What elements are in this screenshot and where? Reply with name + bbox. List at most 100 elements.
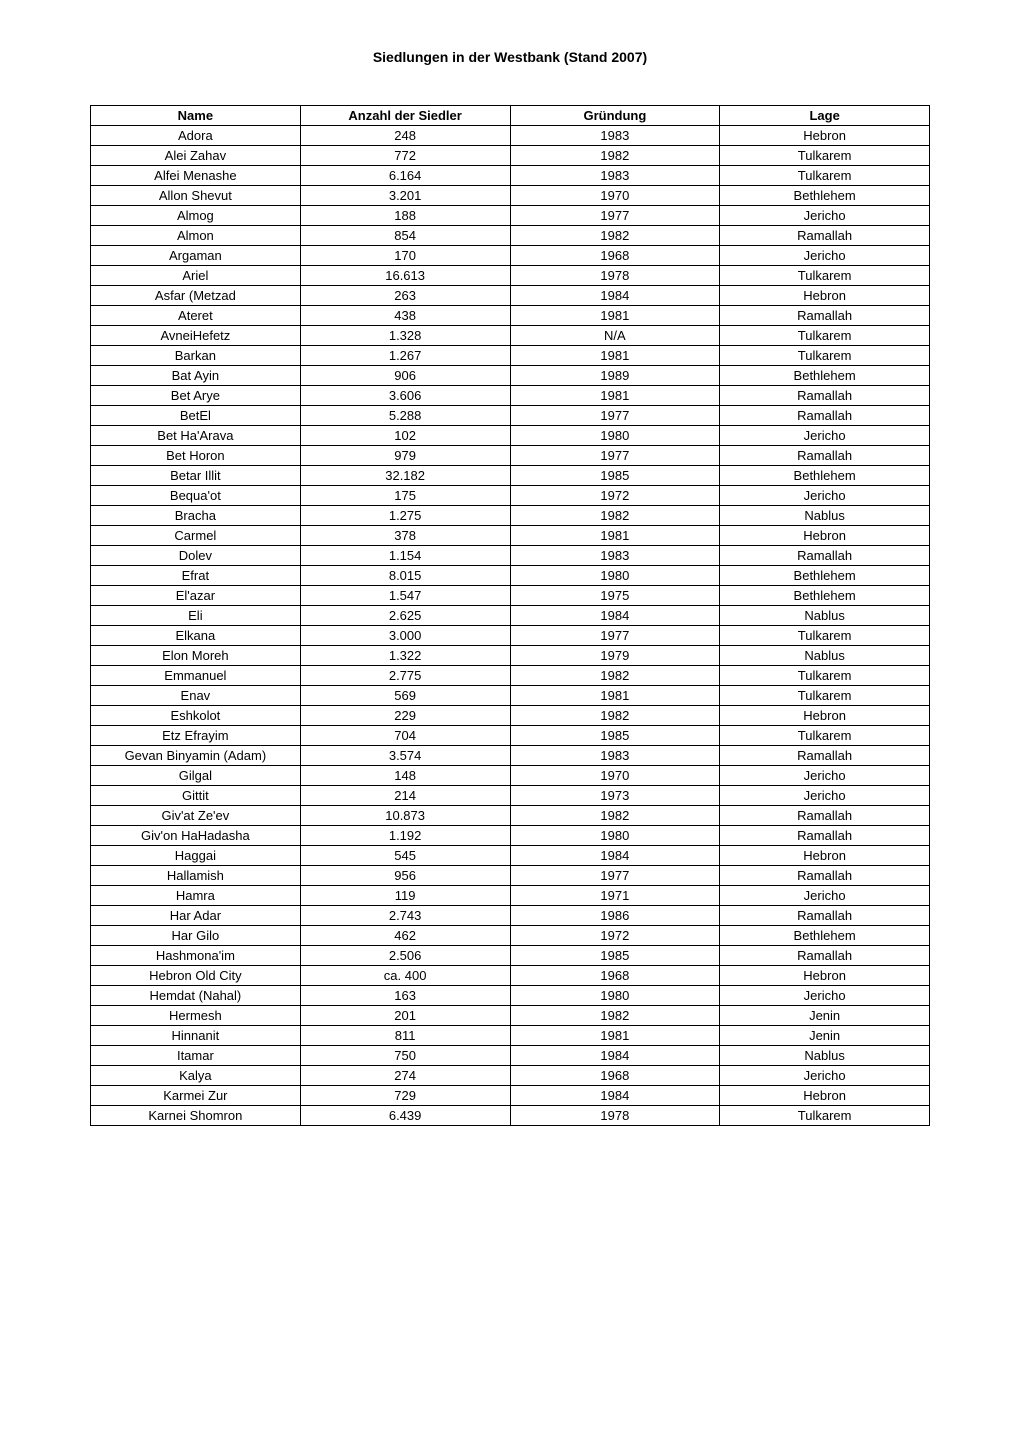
table-cell: Hebron Old City xyxy=(91,966,301,986)
table-cell: Jenin xyxy=(720,1006,930,1026)
table-cell: Bet Arye xyxy=(91,386,301,406)
table-cell: Jericho xyxy=(720,206,930,226)
table-cell: 811 xyxy=(300,1026,510,1046)
table-row: Giv'at Ze'ev10.8731982Ramallah xyxy=(91,806,930,826)
table-row: Efrat8.0151980Bethlehem xyxy=(91,566,930,586)
table-cell: 1989 xyxy=(510,366,720,386)
table-cell: 1981 xyxy=(510,346,720,366)
table-cell: Tulkarem xyxy=(720,1106,930,1126)
table-cell: 1981 xyxy=(510,386,720,406)
table-cell: 1980 xyxy=(510,566,720,586)
table-cell: Ramallah xyxy=(720,826,930,846)
column-header-gruendung: Gründung xyxy=(510,106,720,126)
table-cell: 1.547 xyxy=(300,586,510,606)
table-cell: Hebron xyxy=(720,846,930,866)
table-cell: Karnei Shomron xyxy=(91,1106,301,1126)
table-row: El'azar1.5471975Bethlehem xyxy=(91,586,930,606)
table-cell: Allon Shevut xyxy=(91,186,301,206)
table-row: Enav5691981Tulkarem xyxy=(91,686,930,706)
table-cell: 1968 xyxy=(510,966,720,986)
table-cell: 1977 xyxy=(510,406,720,426)
table-cell: Alfei Menashe xyxy=(91,166,301,186)
table-cell: Itamar xyxy=(91,1046,301,1066)
table-row: Bet Horon9791977Ramallah xyxy=(91,446,930,466)
table-cell: AvneiHefetz xyxy=(91,326,301,346)
table-cell: Kalya xyxy=(91,1066,301,1086)
table-cell: ca. 400 xyxy=(300,966,510,986)
table-cell: Haggai xyxy=(91,846,301,866)
table-cell: 1983 xyxy=(510,166,720,186)
table-cell: 1970 xyxy=(510,766,720,786)
table-row: Almog1881977Jericho xyxy=(91,206,930,226)
table-row: Carmel3781981Hebron xyxy=(91,526,930,546)
table-cell: Tulkarem xyxy=(720,686,930,706)
table-row: Ateret4381981Ramallah xyxy=(91,306,930,326)
table-cell: Hebron xyxy=(720,1086,930,1106)
table-cell: 2.506 xyxy=(300,946,510,966)
table-cell: 16.613 xyxy=(300,266,510,286)
table-row: Ariel16.6131978Tulkarem xyxy=(91,266,930,286)
table-row: Karmei Zur7291984Hebron xyxy=(91,1086,930,1106)
table-row: Emmanuel2.7751982Tulkarem xyxy=(91,666,930,686)
table-cell: Elkana xyxy=(91,626,301,646)
table-cell: 1977 xyxy=(510,626,720,646)
table-row: Hermesh2011982Jenin xyxy=(91,1006,930,1026)
column-header-name: Name xyxy=(91,106,301,126)
table-cell: Hebron xyxy=(720,126,930,146)
table-cell: Karmei Zur xyxy=(91,1086,301,1106)
table-cell: Tulkarem xyxy=(720,326,930,346)
table-cell: 1983 xyxy=(510,126,720,146)
table-cell: 3.606 xyxy=(300,386,510,406)
table-cell: 1.322 xyxy=(300,646,510,666)
table-cell: 1981 xyxy=(510,526,720,546)
table-cell: 229 xyxy=(300,706,510,726)
table-cell: 438 xyxy=(300,306,510,326)
table-cell: 1.154 xyxy=(300,546,510,566)
table-cell: Tulkarem xyxy=(720,146,930,166)
table-cell: Nablus xyxy=(720,506,930,526)
table-cell: 170 xyxy=(300,246,510,266)
table-cell: Tulkarem xyxy=(720,266,930,286)
table-cell: Almog xyxy=(91,206,301,226)
table-cell: Jericho xyxy=(720,986,930,1006)
table-row: Gilgal1481970Jericho xyxy=(91,766,930,786)
table-row: Har Gilo4621972Bethlehem xyxy=(91,926,930,946)
table-cell: 6.439 xyxy=(300,1106,510,1126)
table-cell: Bethlehem xyxy=(720,586,930,606)
table-cell: Har Gilo xyxy=(91,926,301,946)
table-cell: El'azar xyxy=(91,586,301,606)
table-cell: 1968 xyxy=(510,1066,720,1086)
table-cell: Ramallah xyxy=(720,306,930,326)
table-cell: 3.000 xyxy=(300,626,510,646)
page-title: Siedlungen in der Westbank (Stand 2007) xyxy=(90,49,930,65)
table-row: Hinnanit8111981Jenin xyxy=(91,1026,930,1046)
table-row: Kalya2741968Jericho xyxy=(91,1066,930,1086)
table-cell: 1970 xyxy=(510,186,720,206)
table-row: Elkana3.0001977Tulkarem xyxy=(91,626,930,646)
table-cell: Bat Ayin xyxy=(91,366,301,386)
table-cell: Jericho xyxy=(720,786,930,806)
table-cell: 1971 xyxy=(510,886,720,906)
table-cell: Eli xyxy=(91,606,301,626)
table-row: Barkan1.2671981Tulkarem xyxy=(91,346,930,366)
table-cell: 1985 xyxy=(510,726,720,746)
table-cell: Jericho xyxy=(720,426,930,446)
table-cell: 1.267 xyxy=(300,346,510,366)
table-cell: Gittit xyxy=(91,786,301,806)
table-row: Argaman1701968Jericho xyxy=(91,246,930,266)
table-cell: 854 xyxy=(300,226,510,246)
table-cell: 1978 xyxy=(510,1106,720,1126)
table-cell: 1977 xyxy=(510,446,720,466)
table-cell: Jericho xyxy=(720,246,930,266)
table-cell: 2.625 xyxy=(300,606,510,626)
table-cell: Elon Moreh xyxy=(91,646,301,666)
table-cell: Bethlehem xyxy=(720,926,930,946)
table-cell: 1982 xyxy=(510,666,720,686)
table-cell: 772 xyxy=(300,146,510,166)
table-cell: Bet Ha'Arava xyxy=(91,426,301,446)
table-row: Bet Arye3.6061981Ramallah xyxy=(91,386,930,406)
table-cell: 1981 xyxy=(510,1026,720,1046)
table-cell: 1973 xyxy=(510,786,720,806)
table-cell: Hebron xyxy=(720,966,930,986)
table-cell: Ramallah xyxy=(720,806,930,826)
